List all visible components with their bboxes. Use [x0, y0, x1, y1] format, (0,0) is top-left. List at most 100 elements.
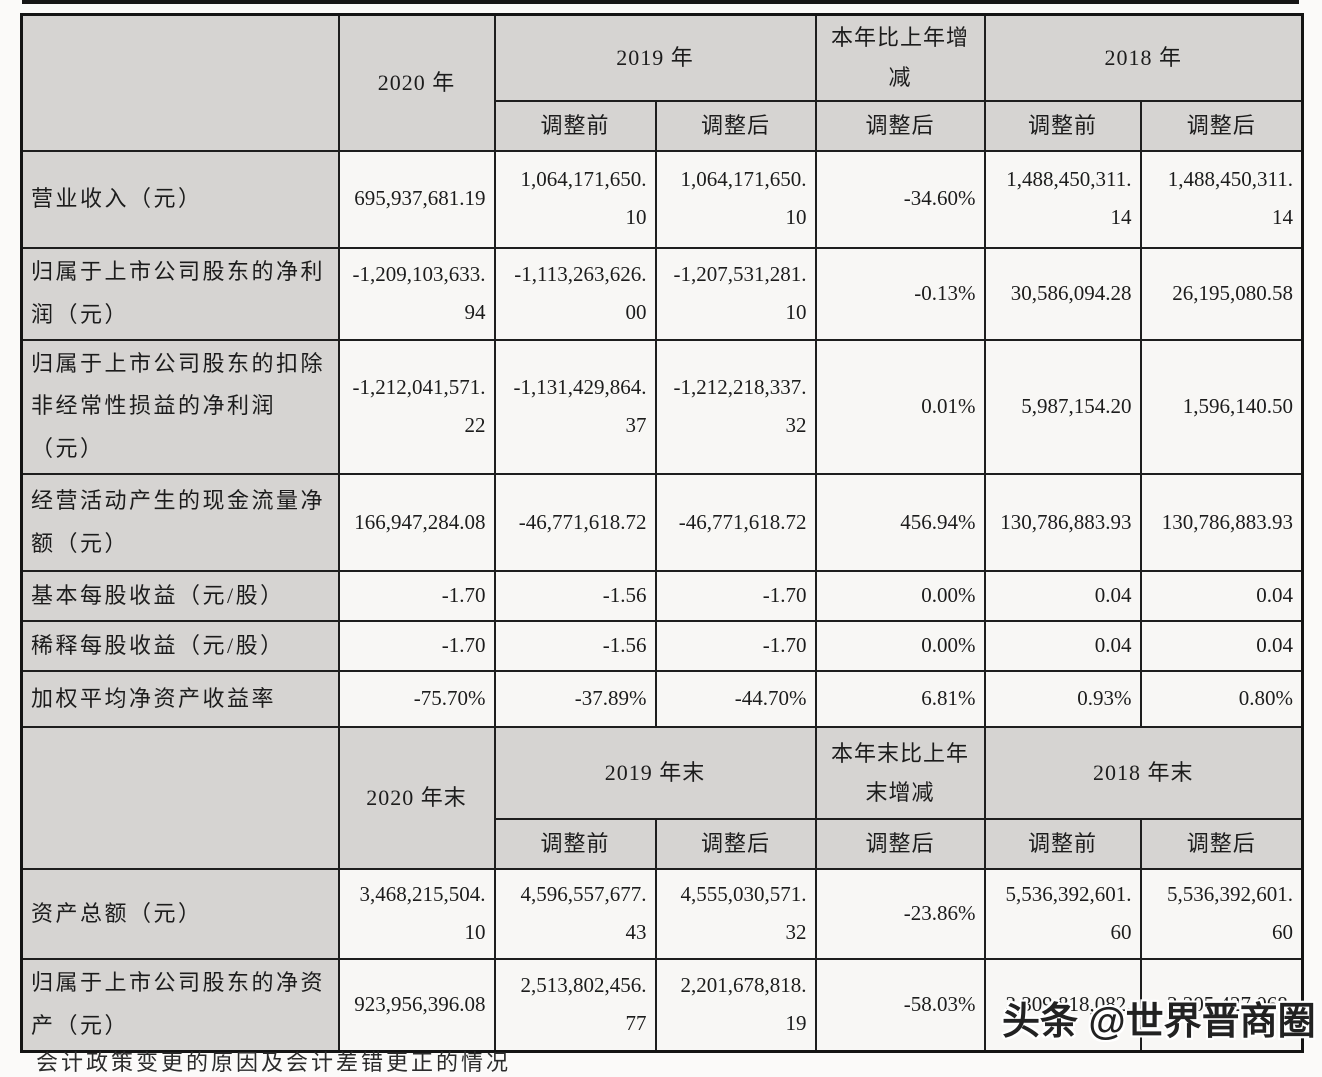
clipped-footnote-text: 会计政策变更的原因及会计差错更正的情况	[36, 1050, 512, 1075]
cell-value: 1,488,450,311. 14	[983, 149, 1142, 249]
cell-value: -75.70%	[337, 670, 496, 729]
cell-value: -1.56	[493, 620, 657, 673]
subheader-post-adjust: 调整后	[814, 818, 986, 871]
cell-value: -44.70%	[654, 670, 817, 729]
cell-value: 130,786,883.93	[983, 473, 1142, 573]
cell-value: 3,468,215,504. 10	[337, 868, 496, 961]
cell-value: 1,064,171,650. 10	[493, 149, 657, 249]
cell-value: -23.86%	[814, 868, 986, 961]
cell-value: 923,956,396.08	[337, 958, 496, 1053]
corner-cell	[20, 13, 340, 152]
cell-value: 695,937,681.19	[337, 149, 496, 249]
header-row-years: 2020 年 2019 年 本年比上年增减 2018 年	[20, 13, 1304, 152]
row-label: 归属于上市公司股东的扣除非经常性损益的净利润（元）	[20, 338, 340, 476]
subheader-post-adjust: 调整后	[1139, 99, 1304, 152]
table-row: 归属于上市公司股东的净资产（元） 923,956,396.08 2,513,80…	[20, 958, 1304, 1053]
cell-value: -1,131,429,864. 37	[493, 338, 657, 476]
col-header-2018-end: 2018 年末	[983, 726, 1304, 821]
cell-value: 0.00%	[814, 620, 986, 673]
cell-value: -1,212,041,571. 22	[337, 338, 496, 476]
cell-value: 1,488,450,311. 14	[1139, 149, 1304, 249]
cell-value: -46,771,618.72	[493, 473, 657, 573]
row-label: 稀释每股收益（元/股）	[20, 620, 340, 673]
col-header-2020: 2020 年	[337, 13, 496, 152]
cell-value: -1,212,218,337. 32	[654, 338, 817, 476]
table-row: 营业收入（元） 695,937,681.19 1,064,171,650. 10…	[20, 149, 1304, 249]
cell-value: 0.93%	[983, 670, 1142, 729]
table-row: 加权平均净资产收益率 -75.70% -37.89% -44.70% 6.81%…	[20, 670, 1304, 729]
cell-value: 1,064,171,650. 10	[654, 149, 817, 249]
row-label: 营业收入（元）	[20, 149, 340, 249]
financial-summary-table: 2020 年 2019 年 本年比上年增减 2018 年 调整前 调整后 调整后…	[20, 13, 1305, 1053]
row-label: 经营活动产生的现金流量净额（元）	[20, 473, 340, 573]
watermark-text: 头条 @世界晋商圈	[1002, 1001, 1316, 1043]
cell-value: 0.00%	[814, 570, 986, 623]
subheader-post-adjust: 调整后	[654, 818, 817, 871]
table-row: 基本每股收益（元/股） -1.70 -1.56 -1.70 0.00% 0.04…	[20, 570, 1304, 623]
cell-value: -1.70	[654, 620, 817, 673]
cell-value: 0.04	[983, 620, 1142, 673]
cell-value: -1.70	[337, 570, 496, 623]
cell-value: 4,596,557,677. 43	[493, 868, 657, 961]
cell-value: -34.60%	[814, 149, 986, 249]
header-row-adjust: 调整前 调整后 调整后 调整前 调整后	[22, 99, 1304, 152]
cell-value: -1,113,263,626. 00	[493, 246, 657, 341]
col-header-2020-end: 2020 年末	[337, 726, 496, 871]
cell-value: 26,195,080.58	[1139, 246, 1304, 341]
cell-value: 2,513,802,456. 77	[493, 958, 657, 1053]
subheader-post-adjust: 调整后	[1139, 818, 1304, 871]
cell-value: 30,586,094.28	[983, 246, 1142, 341]
cell-value: 166,947,284.08	[337, 473, 496, 573]
cell-value: -1.70	[654, 570, 817, 623]
col-header-2019-end: 2019 年末	[493, 726, 817, 821]
cell-value: -1.56	[493, 570, 657, 623]
cropped-top-border-line	[22, 0, 1299, 4]
header-row-adjust: 调整前 调整后 调整后 调整前 调整后	[22, 818, 1304, 871]
cell-value: 3,309,818,082.	[983, 958, 1142, 1053]
table-row: 归属于上市公司股东的扣除非经常性损益的净利润（元） -1,212,041,571…	[20, 338, 1304, 476]
row-label: 基本每股收益（元/股）	[20, 570, 340, 623]
cell-value: 0.01%	[814, 338, 986, 476]
subheader-pre-adjust: 调整前	[493, 99, 657, 152]
col-header-change-end: 本年末比上年末增减	[814, 726, 986, 821]
col-header-2019: 2019 年	[493, 13, 817, 102]
cell-value: 4,555,030,571. 32	[654, 868, 817, 961]
row-label: 归属于上市公司股东的净资产（元）	[20, 958, 340, 1053]
subheader-pre-adjust: 调整前	[983, 99, 1142, 152]
col-header-2018: 2018 年	[983, 13, 1304, 102]
cell-value: -1.70	[337, 620, 496, 673]
cell-value: -1,207,531,281. 10	[654, 246, 817, 341]
subheader-post-adjust: 调整后	[814, 99, 986, 152]
cell-value: 0.80%	[1139, 670, 1304, 729]
table-row: 归属于上市公司股东的净利润（元） -1,209,103,633. 94 -1,1…	[20, 246, 1304, 341]
row-label: 资产总额（元）	[20, 868, 340, 961]
header-row-yearend: 2020 年末 2019 年末 本年末比上年末增减 2018 年末	[20, 726, 1304, 871]
cell-value: 0.04	[1139, 620, 1304, 673]
cell-value: 456.94%	[814, 473, 986, 573]
row-label: 加权平均净资产收益率	[20, 670, 340, 729]
subheader-post-adjust: 调整后	[654, 99, 817, 152]
cell-value: -0.13%	[814, 246, 986, 341]
cell-value: 130,786,883.93	[1139, 473, 1304, 573]
col-header-change: 本年比上年增减	[814, 13, 986, 102]
corner-cell	[20, 726, 340, 871]
row-label: 归属于上市公司股东的净利润（元）	[20, 246, 340, 341]
cell-value: 0.04	[983, 570, 1142, 623]
cell-value: 1,596,140.50	[1139, 338, 1304, 476]
cell-value: 6.81%	[814, 670, 986, 729]
subheader-pre-adjust: 调整前	[493, 818, 657, 871]
cell-value: -58.03%	[814, 958, 986, 1053]
cell-value: 5,536,392,601. 60	[1139, 868, 1304, 961]
table-row: 稀释每股收益（元/股） -1.70 -1.56 -1.70 0.00% 0.04…	[20, 620, 1304, 673]
subheader-pre-adjust: 调整前	[983, 818, 1142, 871]
cell-value: -37.89%	[493, 670, 657, 729]
cell-value: -1,209,103,633. 94	[337, 246, 496, 341]
cell-value: 5,987,154.20	[983, 338, 1142, 476]
cell-value: -46,771,618.72	[654, 473, 817, 573]
table-row: 资产总额（元） 3,468,215,504. 10 4,596,557,677.…	[20, 868, 1304, 961]
cell-value: 5,536,392,601. 60	[983, 868, 1142, 961]
table-row: 经营活动产生的现金流量净额（元） 166,947,284.08 -46,771,…	[20, 473, 1304, 573]
cell-value: 2,201,678,818. 19	[654, 958, 817, 1053]
cell-value: 3,305,427,068.	[1139, 958, 1304, 1053]
cell-value: 0.04	[1139, 570, 1304, 623]
